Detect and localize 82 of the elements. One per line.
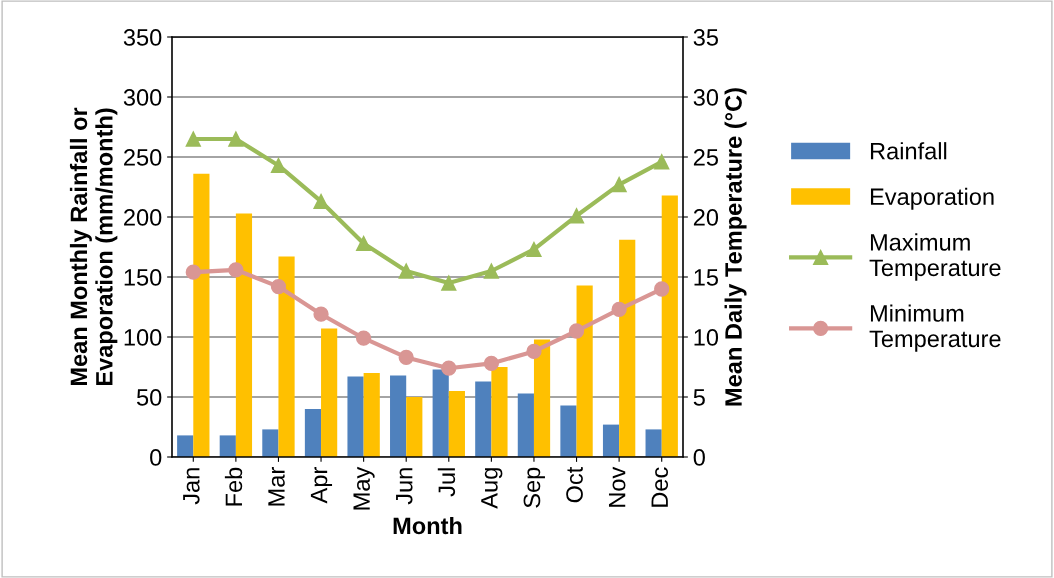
point <box>355 235 372 252</box>
bar <box>363 373 380 457</box>
point <box>654 281 670 297</box>
point <box>270 278 287 295</box>
point <box>228 131 244 147</box>
y-tick-label: 50 <box>136 389 162 406</box>
y2-axis-title: Mean Daily Temperature (°C) <box>724 88 747 406</box>
point <box>568 208 585 224</box>
point <box>398 349 414 366</box>
legend-label: Evaporation <box>870 187 994 210</box>
y-tick-label: 150 <box>124 269 162 286</box>
x-tick-label: Aug <box>481 468 503 509</box>
point <box>441 275 457 291</box>
x-tick-label: Mar <box>268 467 285 506</box>
y2-tick-label: 0 <box>693 449 705 466</box>
bar <box>193 173 210 457</box>
point <box>398 263 414 279</box>
y2-tick-label: 10 <box>694 329 719 346</box>
bar <box>475 381 492 457</box>
bar <box>576 285 593 457</box>
point <box>228 262 244 278</box>
point <box>313 193 329 210</box>
x-tick-label: Jun <box>396 468 413 505</box>
y-tick-label: 200 <box>124 209 162 226</box>
point <box>654 154 670 170</box>
y-tick-label: 100 <box>124 329 162 346</box>
legend-label: Maximum Temperature <box>869 233 1001 281</box>
x-tick-label: Dec <box>651 467 669 507</box>
bar <box>278 256 295 457</box>
point <box>441 360 457 376</box>
point <box>483 355 500 372</box>
x-tick-label: Nov <box>608 466 626 507</box>
y-axis-title: Mean Monthly Rainfall or Evaporation (mm/month) <box>69 107 118 386</box>
bar <box>661 195 678 457</box>
x-axis-title: Month <box>393 516 462 535</box>
bar <box>177 435 194 457</box>
point <box>526 343 542 360</box>
legend-label: Minimum Temperature <box>869 304 1001 352</box>
x-tick-label: May <box>353 466 375 510</box>
bar <box>390 375 407 457</box>
x-tick-label: Jul <box>437 468 456 497</box>
y-tick-label: 350 <box>123 29 162 46</box>
legend-label: Rainfall <box>870 142 947 160</box>
x-tick-label: Feb <box>224 467 243 506</box>
y2-tick-label: 15 <box>694 269 718 286</box>
bar <box>304 409 322 457</box>
y-tick-label: 300 <box>123 89 162 106</box>
point <box>355 330 372 346</box>
point <box>483 263 500 279</box>
bar <box>235 213 253 457</box>
bar <box>602 424 620 457</box>
y-tick-label: 0 <box>150 449 162 466</box>
point <box>185 264 201 280</box>
point <box>185 131 201 147</box>
bar <box>560 405 577 457</box>
x-tick-label: Apr <box>310 467 333 504</box>
bar <box>432 369 449 457</box>
bar <box>262 429 279 457</box>
bar <box>448 391 465 457</box>
y2-tick-label: 35 <box>693 29 718 46</box>
bar <box>533 339 551 457</box>
y2-tick-label: 5 <box>693 389 705 406</box>
bar <box>321 328 338 457</box>
point <box>313 306 329 322</box>
bar <box>619 239 636 457</box>
x-tick-label: Oct <box>566 466 583 503</box>
bar <box>347 376 364 457</box>
point <box>611 301 627 318</box>
y2-tick-label: 20 <box>693 209 719 226</box>
bar <box>645 429 662 457</box>
point <box>526 241 542 258</box>
bar <box>406 397 423 457</box>
x-tick-label: Jan <box>183 468 200 505</box>
y2-tick-label: 30 <box>693 89 719 106</box>
point <box>568 323 585 339</box>
y-tick-label: 250 <box>124 149 162 166</box>
y2-tick-label: 25 <box>693 149 718 166</box>
point <box>611 176 627 193</box>
x-tick-label: Sep <box>523 467 545 508</box>
bar <box>491 367 508 457</box>
bar <box>219 435 236 457</box>
bar <box>517 393 534 457</box>
